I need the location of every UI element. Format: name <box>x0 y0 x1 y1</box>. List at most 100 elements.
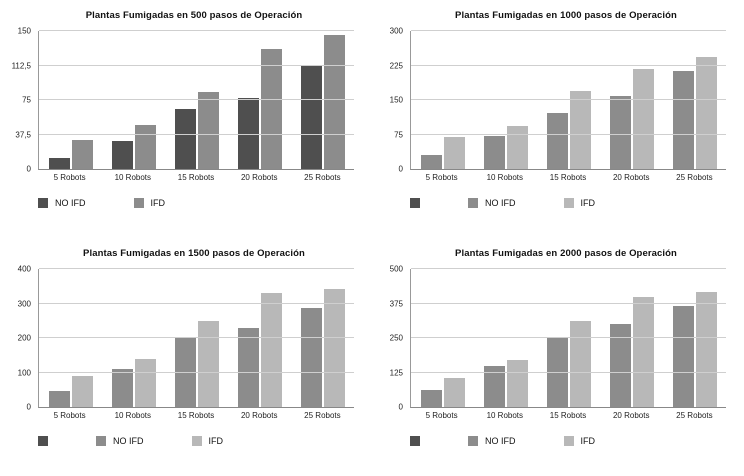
bar-no-ifd <box>483 365 505 407</box>
y-tick-label: 37,5 <box>15 130 31 139</box>
x-axis-labels: 5 Robots 10 Robots 15 Robots 20 Robots 25 Ro… <box>38 173 354 182</box>
bar-group <box>663 31 726 169</box>
legend-label: IFD <box>580 436 596 446</box>
x-tick-label: 25 Robots <box>304 411 341 420</box>
x-tick-label: 20 Robots <box>612 173 650 182</box>
bar-ifd <box>506 359 528 407</box>
bar-no-ifd <box>483 135 505 169</box>
y-tick-label: 400 <box>17 264 31 274</box>
legend-item: IFD <box>191 436 223 446</box>
legend-swatch <box>468 198 478 208</box>
bar-ifd <box>569 321 591 407</box>
legend-label: NO IFD <box>485 436 516 446</box>
gridline <box>39 99 354 100</box>
plot-area <box>410 268 726 408</box>
bar-no-ifd <box>300 65 322 169</box>
bar-ifd <box>134 124 156 169</box>
legend-swatch <box>410 436 420 446</box>
gridline <box>411 302 726 304</box>
bar-ifd <box>71 375 93 407</box>
bar-ifd <box>443 136 465 169</box>
bar-ifd <box>134 358 156 407</box>
legend-label: IFD <box>580 198 596 208</box>
y-tick-label: 112,5 <box>11 61 31 70</box>
x-tick-label: 25 Robots <box>304 173 341 182</box>
bar-no-ifd <box>420 390 442 407</box>
bar-group <box>102 269 165 407</box>
bar-no-ifd <box>672 306 694 407</box>
bar-no-ifd <box>420 155 442 169</box>
bar-groups <box>39 31 354 169</box>
y-tick-label: 0 <box>26 164 31 174</box>
bar-group <box>39 269 102 407</box>
bar-ifd <box>197 321 219 407</box>
gridline <box>411 99 726 100</box>
gridline <box>411 133 726 135</box>
bar-group <box>600 269 663 407</box>
bar-group <box>165 269 228 407</box>
x-tick-label: 20 Robots <box>240 173 278 182</box>
gridline <box>39 30 354 31</box>
y-axis-labels: 0 37,5 75 112,5 150 <box>8 27 38 174</box>
legend-item <box>410 198 420 208</box>
legend-item: NO IFD <box>38 198 86 208</box>
bar-ifd <box>197 91 219 169</box>
bar-group <box>663 269 726 407</box>
bar-group <box>291 269 354 407</box>
bar-group <box>411 31 474 169</box>
bar-group <box>291 31 354 169</box>
legend: NO IFD IFD <box>410 436 726 446</box>
x-tick-label: 25 Robots <box>676 173 713 182</box>
bar-no-ifd <box>111 369 133 407</box>
bar-no-ifd <box>174 338 196 407</box>
x-tick-label: 20 Robots <box>240 411 278 420</box>
chart-body: 0 37,5 75 112,5 150 <box>8 27 354 174</box>
x-tick-label: 15 Robots <box>177 173 215 182</box>
legend-swatch <box>38 436 48 446</box>
x-tick-label: 10 Robots <box>486 411 524 420</box>
chart-title: Plantas Fumigadas en 1500 pasos de Opera… <box>83 248 305 259</box>
gridline <box>411 268 726 269</box>
bar-ifd <box>632 68 654 169</box>
bar-no-ifd <box>546 112 568 169</box>
x-axis-labels: 5 Robots 10 Robots 15 Robots 20 Robots 25 Ro… <box>38 411 354 420</box>
bar-groups <box>39 269 354 407</box>
bar-ifd <box>506 126 528 169</box>
legend-label: NO IFD <box>55 198 86 208</box>
bar-no-ifd <box>48 157 70 169</box>
legend-item: IFD <box>563 198 596 208</box>
legend-swatch <box>563 198 574 208</box>
y-tick-label: 225 <box>389 61 403 70</box>
y-tick-label: 0 <box>26 402 31 412</box>
x-tick-label: 25 Robots <box>676 411 713 420</box>
plot-area <box>410 30 726 170</box>
x-tick-label: 10 Robots <box>114 411 152 420</box>
gridline <box>411 371 726 373</box>
legend-item <box>38 436 48 446</box>
y-tick-label: 250 <box>389 333 403 343</box>
bar-ifd <box>71 139 93 169</box>
y-tick-label: 375 <box>389 299 403 308</box>
legend-item <box>410 436 420 446</box>
bar-groups <box>411 31 726 169</box>
bar-group <box>39 31 102 169</box>
y-axis-labels: 0 75 150 225 300 <box>380 27 410 174</box>
y-tick-label: 125 <box>389 368 403 377</box>
y-tick-label: 0 <box>398 402 403 412</box>
y-tick-label: 200 <box>17 333 31 343</box>
y-tick-label: 100 <box>17 368 31 377</box>
x-tick-label: 5 Robots <box>425 173 458 182</box>
y-axis-labels: 0 100 200 300 400 <box>8 265 38 412</box>
y-tick-label: 75 <box>22 95 31 105</box>
x-tick-label: 5 Robots <box>53 411 86 420</box>
bar-group <box>537 31 600 169</box>
bar-groups <box>411 269 726 407</box>
y-tick-label: 0 <box>398 164 403 174</box>
legend-label: IFD <box>150 198 166 208</box>
chart-body: 0 125 250 375 500 <box>380 265 726 412</box>
x-tick-label: 5 Robots <box>425 411 458 420</box>
chart-500-pasos: Plantas Fumigadas en 500 pasos de Operac… <box>0 0 372 238</box>
bar-ifd <box>260 293 282 407</box>
y-axis-labels: 0 125 250 375 500 <box>380 265 410 412</box>
